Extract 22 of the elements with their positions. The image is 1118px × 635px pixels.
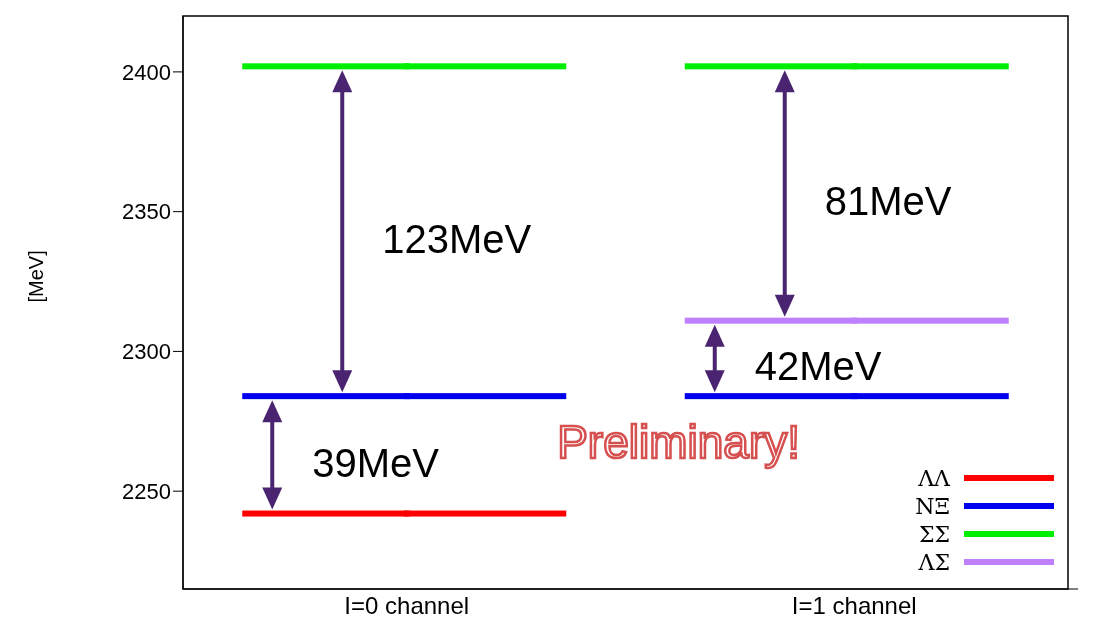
y-tick-label: 2350 — [122, 199, 171, 225]
x-tick-label: I=1 channel — [791, 592, 917, 620]
x-tick-label: I=0 channel — [344, 592, 470, 620]
legend-label: NΞ — [915, 493, 950, 519]
annotation: 123MeV — [382, 217, 532, 262]
annotation: 81MeV — [824, 179, 952, 224]
legend-label: ΣΣ — [918, 521, 950, 547]
annotation: 39MeV — [312, 440, 440, 485]
y-tick-label: 2300 — [122, 339, 171, 365]
point — [851, 317, 858, 324]
point — [403, 510, 410, 517]
point — [851, 393, 858, 400]
y-tick-label: 2400 — [122, 59, 171, 85]
point — [403, 393, 410, 400]
y-tick-label: 2250 — [122, 478, 171, 504]
annotation: Preliminary! — [557, 415, 801, 468]
legend-label: ΛΛ — [918, 465, 950, 491]
legend-label: ΛΣ — [918, 549, 950, 575]
y-axis-title: [MeV] — [25, 250, 48, 303]
annotation: 42MeV — [754, 344, 882, 389]
point — [403, 63, 410, 70]
point — [851, 63, 858, 70]
